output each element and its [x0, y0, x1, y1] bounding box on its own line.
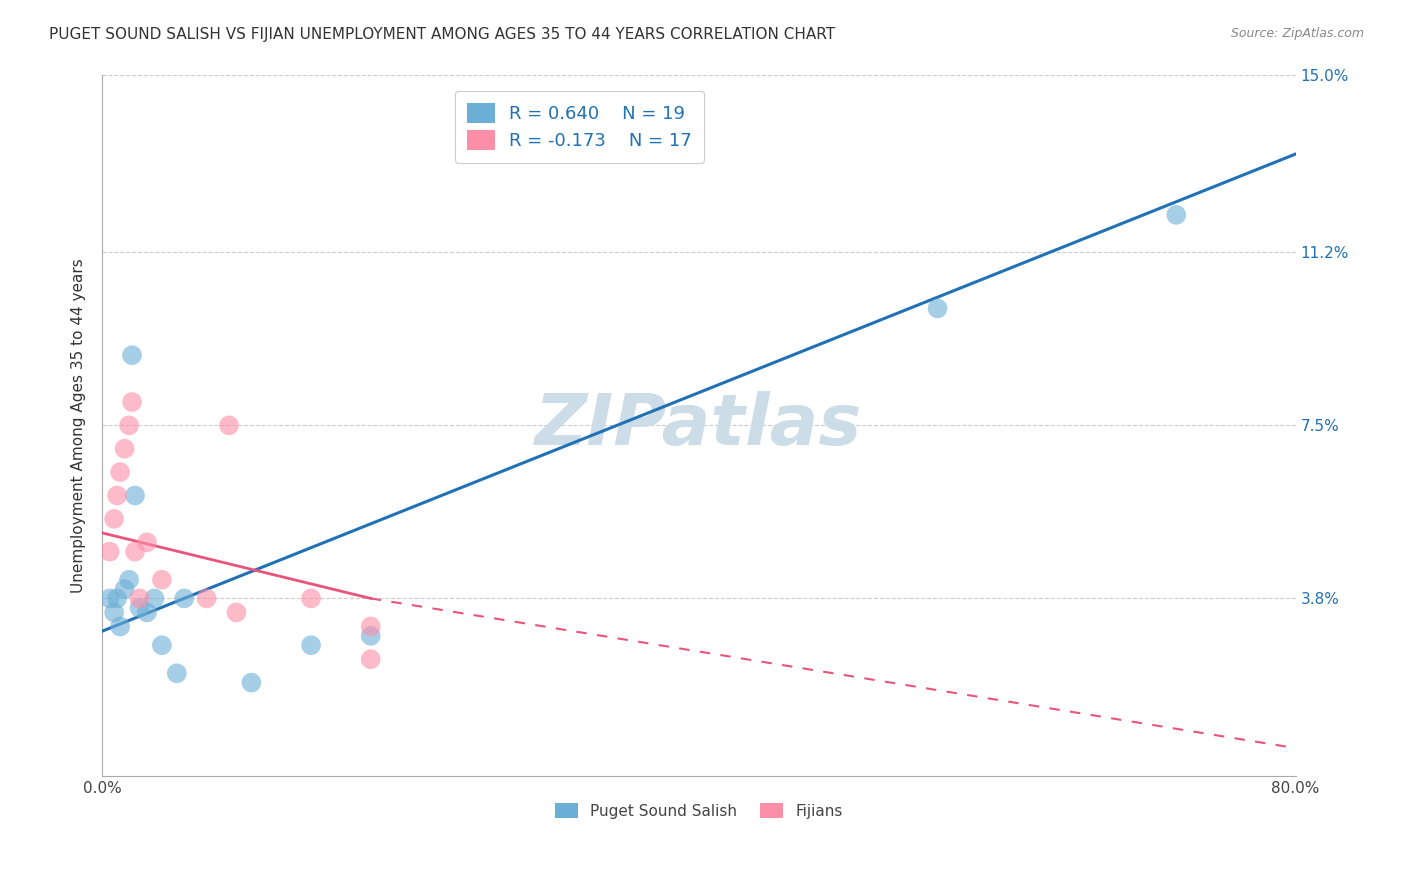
Point [136, 535, 159, 549]
Point [105, 489, 128, 503]
Point [240, 675, 263, 690]
Point [124, 544, 146, 558]
Text: PUGET SOUND SALISH VS FIJIAN UNEMPLOYMENT AMONG AGES 35 TO 44 YEARS CORRELATION : PUGET SOUND SALISH VS FIJIAN UNEMPLOYMEN… [49, 27, 835, 42]
Point [150, 638, 173, 652]
Point [360, 629, 382, 643]
Point [150, 573, 173, 587]
Point [121, 395, 143, 409]
Point [118, 418, 141, 433]
Point [195, 591, 218, 606]
Point [173, 591, 195, 606]
Text: Source: ZipAtlas.com: Source: ZipAtlas.com [1230, 27, 1364, 40]
Point [166, 666, 188, 681]
Point [98, 591, 121, 606]
Legend: Puget Sound Salish, Fijians: Puget Sound Salish, Fijians [548, 797, 849, 825]
Point [128, 600, 150, 615]
Point [218, 418, 240, 433]
Point [108, 465, 131, 479]
Point [299, 591, 322, 606]
Text: ZIPatlas: ZIPatlas [536, 391, 863, 460]
Point [103, 512, 125, 526]
Point [143, 591, 166, 606]
Point [1166, 208, 1188, 222]
Point [105, 591, 128, 606]
Y-axis label: Unemployment Among Ages 35 to 44 years: Unemployment Among Ages 35 to 44 years [72, 258, 86, 592]
Point [121, 348, 143, 362]
Point [225, 606, 247, 620]
Point [103, 606, 125, 620]
Point [360, 619, 382, 633]
Point [114, 582, 136, 596]
Point [98, 544, 121, 558]
Point [124, 489, 146, 503]
Point [108, 619, 131, 633]
Point [927, 301, 949, 316]
Point [360, 652, 382, 666]
Point [136, 606, 159, 620]
Point [114, 442, 136, 456]
Point [299, 638, 322, 652]
Point [128, 591, 150, 606]
Point [118, 573, 141, 587]
